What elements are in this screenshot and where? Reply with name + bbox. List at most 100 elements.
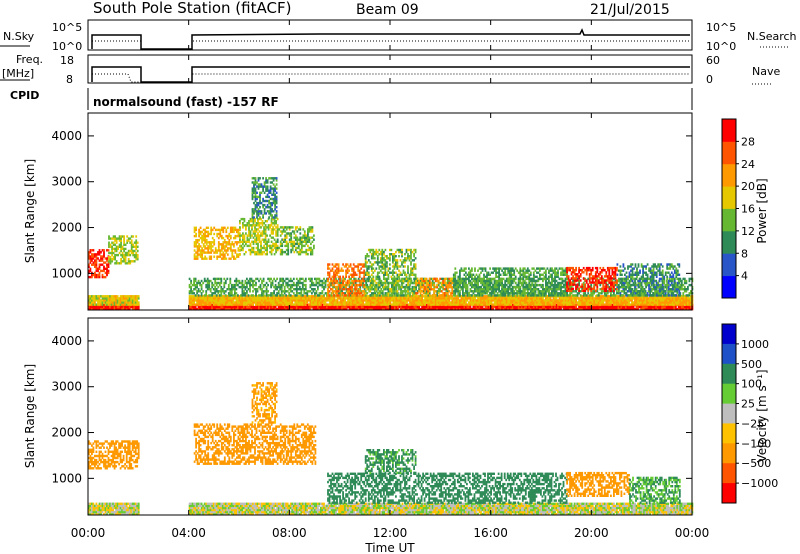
heatmap-cell — [206, 285, 209, 289]
heatmap-cell — [133, 299, 136, 302]
heatmap-cell — [545, 301, 547, 304]
heatmap-cell — [223, 290, 226, 293]
heatmap-cell — [365, 279, 368, 283]
heatmap-cell — [267, 297, 269, 300]
heatmap-cell — [522, 297, 525, 300]
heatmap-cell — [318, 307, 321, 311]
heatmap-cell — [644, 301, 647, 304]
heatmap-cell — [542, 297, 544, 300]
heatmap-cell — [315, 277, 318, 281]
heatmap-cell — [641, 299, 644, 302]
heatmap-cell — [217, 297, 220, 300]
heatmap-cell — [324, 303, 327, 306]
heatmap-cell — [554, 305, 556, 309]
heatmap-cell — [597, 301, 600, 304]
heatmap-cell — [454, 307, 457, 311]
heatmap-cell — [204, 251, 207, 254]
heatmap-cell — [300, 292, 303, 295]
heatmap-cell — [436, 299, 439, 302]
heatmap-cell — [190, 305, 192, 309]
heatmap-cell — [507, 307, 510, 311]
heatmap-cell — [295, 288, 298, 291]
heatmap-cell — [235, 305, 238, 309]
heatmap-cell — [359, 307, 362, 311]
heatmap-cell — [344, 297, 346, 300]
heatmap-cell — [133, 303, 136, 306]
heatmap-cell — [222, 226, 225, 229]
heatmap-cell — [188, 303, 191, 306]
heatmap-cell — [220, 292, 223, 295]
heatmap-cell — [188, 299, 191, 302]
heatmap-cell — [449, 281, 452, 285]
heatmap-cell — [198, 245, 200, 248]
heatmap-cell — [665, 297, 668, 300]
heatmap-cell — [434, 297, 437, 300]
heatmap-cell — [193, 277, 195, 281]
heatmap-cell — [546, 305, 549, 309]
heatmap-cell — [647, 297, 650, 300]
heatmap-cell — [613, 277, 615, 281]
heatmap-cell — [339, 281, 342, 285]
heatmap-cell — [622, 297, 624, 300]
heatmap-cell — [341, 297, 343, 300]
heatmap-cell — [540, 285, 543, 289]
heatmap-cell — [127, 262, 130, 265]
heatmap-cell — [557, 301, 559, 304]
heatmap-cell — [590, 294, 593, 297]
heatmap-cell — [210, 249, 213, 252]
heatmap-cell — [335, 295, 337, 298]
heatmap-cell — [280, 297, 283, 300]
heatmap-cell — [501, 305, 503, 309]
heatmap-cell — [517, 290, 520, 293]
heatmap-cell — [265, 301, 268, 304]
heatmap-cell — [532, 279, 535, 283]
heatmap-cell — [462, 290, 464, 293]
heatmap-cell — [207, 247, 210, 250]
heatmap-cell — [555, 301, 558, 304]
heatmap-cell — [397, 303, 399, 306]
heatmap-cell — [472, 307, 475, 311]
heatmap-cell — [549, 307, 552, 311]
heatmap-cell — [451, 295, 454, 298]
heatmap-cell — [522, 283, 525, 287]
heatmap-cell — [425, 299, 428, 302]
heatmap-cell — [362, 299, 365, 302]
heatmap-cell — [295, 301, 298, 304]
heatmap-cell — [469, 303, 472, 306]
heatmap-cell — [602, 301, 605, 304]
heatmap-cell — [277, 307, 280, 311]
heatmap-cell — [341, 303, 343, 306]
heatmap-cell — [288, 283, 291, 287]
heatmap-cell — [424, 303, 426, 306]
heatmap-cell — [590, 285, 593, 289]
heatmap-cell — [198, 243, 200, 246]
heatmap-cell — [465, 307, 467, 311]
heatmap-cell — [255, 283, 257, 287]
heatmap-cell — [276, 294, 278, 297]
heatmap-cell — [200, 301, 203, 304]
heatmap-cell — [517, 295, 520, 298]
heatmap-cell — [486, 303, 488, 306]
heatmap-cell — [199, 281, 201, 285]
heatmap-cell — [276, 303, 278, 306]
heatmap-cell — [599, 303, 602, 306]
heatmap-cell — [421, 301, 423, 304]
freq-label-1: Freq. — [16, 53, 43, 66]
heatmap-cell — [218, 281, 221, 285]
heatmap-cell — [98, 307, 101, 311]
heatmap-cell — [446, 299, 449, 302]
heatmap-cell — [249, 297, 251, 300]
heatmap-cell — [190, 279, 192, 283]
heatmap-cell — [304, 295, 307, 298]
heatmap-cell — [282, 294, 285, 297]
heatmap-cell — [667, 299, 670, 302]
heatmap-cell — [668, 299, 671, 302]
heatmap-cell — [566, 299, 568, 302]
heatmap-cell — [283, 285, 286, 289]
heatmap-cell — [632, 297, 635, 300]
heatmap-cell — [234, 279, 236, 283]
heatmap-cell — [495, 299, 497, 302]
heatmap-cell — [333, 299, 336, 302]
heatmap-cell — [690, 295, 692, 298]
heatmap-cell — [95, 273, 98, 277]
